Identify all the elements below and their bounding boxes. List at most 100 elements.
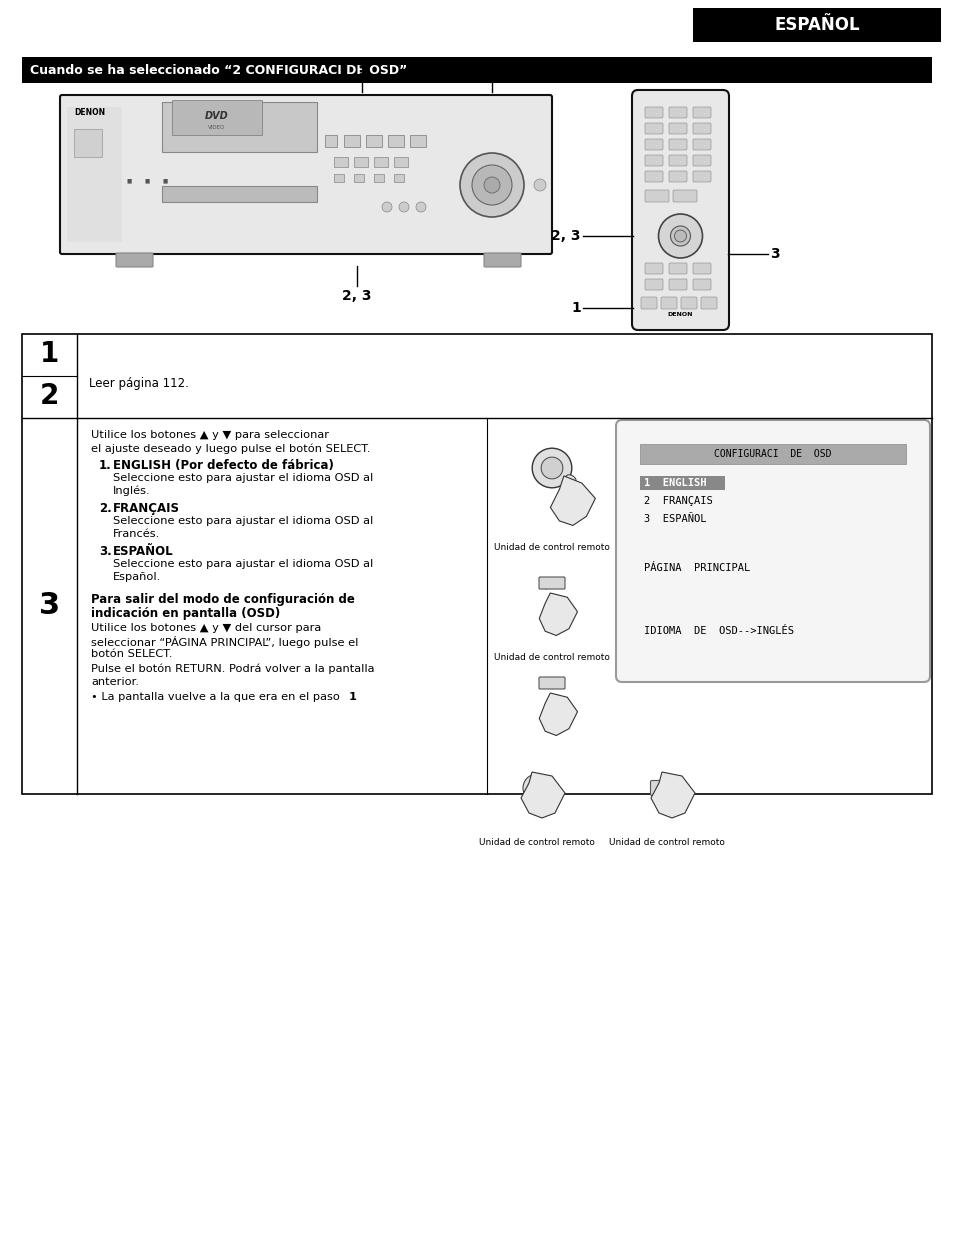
- Bar: [74, 129, 102, 157]
- FancyBboxPatch shape: [692, 106, 710, 118]
- Polygon shape: [550, 476, 595, 526]
- FancyBboxPatch shape: [644, 280, 662, 289]
- Text: 2: 2: [40, 382, 59, 409]
- Circle shape: [522, 774, 551, 802]
- Text: 3.: 3.: [99, 546, 112, 558]
- Text: 1.: 1.: [99, 459, 112, 473]
- Text: 1: 1: [356, 64, 367, 78]
- Text: VIDEO: VIDEO: [208, 125, 226, 130]
- Circle shape: [532, 448, 571, 487]
- Text: 2, 3: 2, 3: [551, 229, 580, 242]
- FancyBboxPatch shape: [644, 171, 662, 182]
- FancyBboxPatch shape: [668, 122, 686, 134]
- FancyBboxPatch shape: [644, 190, 668, 202]
- Text: PÁGINA  PRINCIPAL: PÁGINA PRINCIPAL: [643, 563, 749, 573]
- Ellipse shape: [552, 595, 559, 600]
- FancyBboxPatch shape: [644, 155, 662, 166]
- FancyBboxPatch shape: [116, 254, 152, 267]
- Circle shape: [483, 177, 499, 193]
- FancyBboxPatch shape: [60, 95, 552, 254]
- FancyBboxPatch shape: [692, 263, 710, 275]
- Text: Seleccione esto para ajustar el idioma OSD al: Seleccione esto para ajustar el idioma O…: [112, 559, 373, 569]
- Circle shape: [658, 214, 701, 259]
- Bar: [162, 186, 316, 202]
- FancyBboxPatch shape: [644, 263, 662, 275]
- FancyBboxPatch shape: [538, 576, 564, 589]
- Text: FRANÇAIS: FRANÇAIS: [112, 502, 180, 515]
- Text: Utilice los botones ▲ y ▼ del cursor para: Utilice los botones ▲ y ▼ del cursor par…: [91, 623, 321, 633]
- Polygon shape: [538, 693, 577, 736]
- Text: Unidad de control remoto: Unidad de control remoto: [494, 653, 609, 662]
- Text: Unidad de control remoto: Unidad de control remoto: [608, 837, 724, 847]
- FancyBboxPatch shape: [631, 90, 728, 330]
- Text: Pulse el botón RETURN. Podrá volver a la pantalla: Pulse el botón RETURN. Podrá volver a la…: [91, 664, 375, 674]
- Bar: [374, 157, 388, 167]
- Text: IDIOMA  DE  OSD-->INGLÉS: IDIOMA DE OSD-->INGLÉS: [643, 626, 793, 636]
- Bar: [394, 174, 403, 182]
- Text: 2, 3: 2, 3: [342, 289, 372, 303]
- Bar: [22, 334, 931, 794]
- Text: indicación en pantalla (OSD): indicación en pantalla (OSD): [91, 607, 280, 620]
- Text: 2  FRANÇAIS: 2 FRANÇAIS: [643, 496, 712, 506]
- FancyBboxPatch shape: [660, 297, 677, 309]
- Circle shape: [398, 202, 409, 212]
- Text: CONFIGURACI  DE  OSD: CONFIGURACI DE OSD: [714, 449, 831, 459]
- Circle shape: [472, 165, 512, 205]
- FancyBboxPatch shape: [692, 122, 710, 134]
- FancyBboxPatch shape: [668, 106, 686, 118]
- Circle shape: [670, 226, 690, 246]
- FancyBboxPatch shape: [483, 254, 520, 267]
- FancyBboxPatch shape: [644, 122, 662, 134]
- Bar: [394, 157, 408, 167]
- Text: 1: 1: [349, 691, 356, 703]
- Bar: [388, 135, 403, 147]
- Text: el ajuste deseado y luego pulse el botón SELECT.: el ajuste deseado y luego pulse el botón…: [91, 443, 370, 454]
- Text: ■: ■: [163, 178, 168, 183]
- Bar: [639, 444, 905, 464]
- Bar: [162, 101, 316, 152]
- FancyBboxPatch shape: [700, 297, 717, 309]
- Bar: [325, 135, 336, 147]
- Bar: [692, 7, 940, 42]
- Text: Unidad de control remoto: Unidad de control remoto: [494, 543, 609, 552]
- Bar: [344, 135, 359, 147]
- Text: 1: 1: [40, 340, 59, 367]
- Bar: [366, 135, 381, 147]
- Circle shape: [381, 202, 392, 212]
- Text: 1: 1: [571, 301, 580, 315]
- Text: botón SELECT.: botón SELECT.: [91, 649, 172, 659]
- FancyBboxPatch shape: [672, 190, 697, 202]
- Bar: [410, 135, 426, 147]
- Circle shape: [534, 179, 545, 190]
- Text: 3: 3: [39, 591, 60, 621]
- Text: DENON: DENON: [74, 108, 105, 118]
- FancyBboxPatch shape: [692, 280, 710, 289]
- FancyBboxPatch shape: [668, 280, 686, 289]
- FancyBboxPatch shape: [668, 263, 686, 275]
- FancyBboxPatch shape: [668, 155, 686, 166]
- Text: Inglés.: Inglés.: [112, 486, 151, 496]
- FancyBboxPatch shape: [692, 155, 710, 166]
- Text: Unidad de control remoto: Unidad de control remoto: [478, 837, 595, 847]
- Text: ■: ■: [127, 178, 132, 183]
- Bar: [172, 100, 262, 135]
- FancyBboxPatch shape: [692, 171, 710, 182]
- Circle shape: [416, 202, 426, 212]
- Text: Seleccione esto para ajustar el idioma OSD al: Seleccione esto para ajustar el idioma O…: [112, 473, 373, 482]
- Text: ■: ■: [145, 178, 150, 183]
- Circle shape: [674, 230, 686, 242]
- Text: Cuando se ha seleccionado “2 CONFIGURACI DE OSD”: Cuando se ha seleccionado “2 CONFIGURACI…: [30, 63, 407, 77]
- Text: 3  ESPAÑOL: 3 ESPAÑOL: [643, 515, 706, 524]
- FancyBboxPatch shape: [644, 139, 662, 150]
- Text: 3: 3: [769, 247, 779, 261]
- Text: Francés.: Francés.: [112, 529, 160, 539]
- Text: ESPAÑOL: ESPAÑOL: [774, 16, 859, 33]
- FancyBboxPatch shape: [644, 106, 662, 118]
- Text: Utilice los botones ▲ y ▼ para seleccionar: Utilice los botones ▲ y ▼ para seleccion…: [91, 430, 329, 440]
- Text: Leer página 112.: Leer página 112.: [89, 377, 189, 391]
- FancyBboxPatch shape: [650, 781, 682, 795]
- Circle shape: [540, 458, 562, 479]
- Ellipse shape: [552, 694, 559, 700]
- Bar: [354, 174, 364, 182]
- Circle shape: [459, 153, 523, 216]
